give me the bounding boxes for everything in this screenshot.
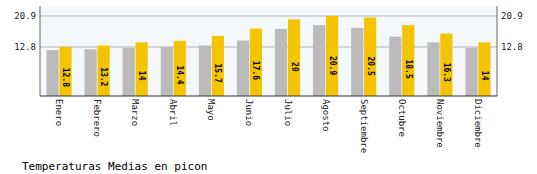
bar <box>98 45 110 96</box>
data-label: 20 <box>290 62 299 72</box>
bar <box>351 28 363 96</box>
y2-axis-line <box>497 6 498 96</box>
x-tick-label: Marzo <box>130 99 140 126</box>
data-label: 16.3 <box>442 63 451 82</box>
x-tick-label: Agosto <box>321 99 331 132</box>
chart: 12.8 13.2 14 14.4 15.7 17.6 20 20.9 20.5 18.5 16.3… <box>0 0 537 174</box>
bar <box>478 42 490 96</box>
x-tick-label: Noviembre <box>435 99 445 148</box>
bar <box>364 17 376 96</box>
grid-line <box>40 15 497 16</box>
y-axis-line <box>40 6 41 96</box>
bar <box>313 25 325 96</box>
bar <box>275 29 287 96</box>
bar <box>161 47 173 96</box>
data-label: 14 <box>137 71 146 81</box>
chart-container: 12.8 13.2 14 14.4 15.7 17.6 20 20.9 20.5 18.5 16.3… <box>0 0 537 174</box>
data-label: 14.4 <box>175 65 184 84</box>
x-tick-label: Junio <box>244 99 254 126</box>
plot-area <box>40 6 497 96</box>
data-label: 13.2 <box>99 67 108 86</box>
data-label: 17.6 <box>251 61 260 80</box>
data-label: 12.8 <box>61 68 70 87</box>
bar <box>59 47 71 96</box>
data-label: 20.5 <box>366 57 375 76</box>
bar <box>174 41 186 96</box>
y2-tick-label: 20.9 <box>501 11 523 21</box>
bar <box>199 45 211 96</box>
x-tick-label: Diciembre <box>473 99 483 148</box>
x-tick-label: Febrero <box>92 99 102 137</box>
bar <box>427 42 439 96</box>
y2-tick-label: 12.8 <box>501 42 523 52</box>
data-label: 20.9 <box>328 56 337 75</box>
y-tick-label: 12.8 <box>14 42 36 52</box>
bar <box>237 40 249 96</box>
bar <box>465 48 477 96</box>
bar <box>46 50 58 96</box>
bar <box>440 34 452 96</box>
data-label: 14 <box>480 71 489 81</box>
bar <box>402 25 414 96</box>
x-axis-line <box>40 96 497 97</box>
bar <box>389 37 401 96</box>
bar <box>123 48 135 96</box>
data-label: 18.5 <box>404 59 413 78</box>
x-tick-label: Enero <box>54 99 64 126</box>
bar <box>288 19 300 96</box>
x-tick-label: Mayo <box>206 99 216 121</box>
x-tick-label: Septiembre <box>359 99 369 153</box>
bars <box>46 16 490 96</box>
bar <box>85 49 97 96</box>
x-tick-label: Octubre <box>397 99 407 137</box>
x-tick-label: Julio <box>283 99 293 126</box>
x-tick-label: Abril <box>168 99 178 126</box>
bar <box>136 42 148 96</box>
bar <box>326 16 338 96</box>
y-tick-label: 20.9 <box>14 11 36 21</box>
bar <box>212 36 224 96</box>
title: Temperaturas Medias en picon <box>22 160 207 173</box>
data-label: 15.7 <box>213 64 222 83</box>
bar <box>250 29 262 96</box>
